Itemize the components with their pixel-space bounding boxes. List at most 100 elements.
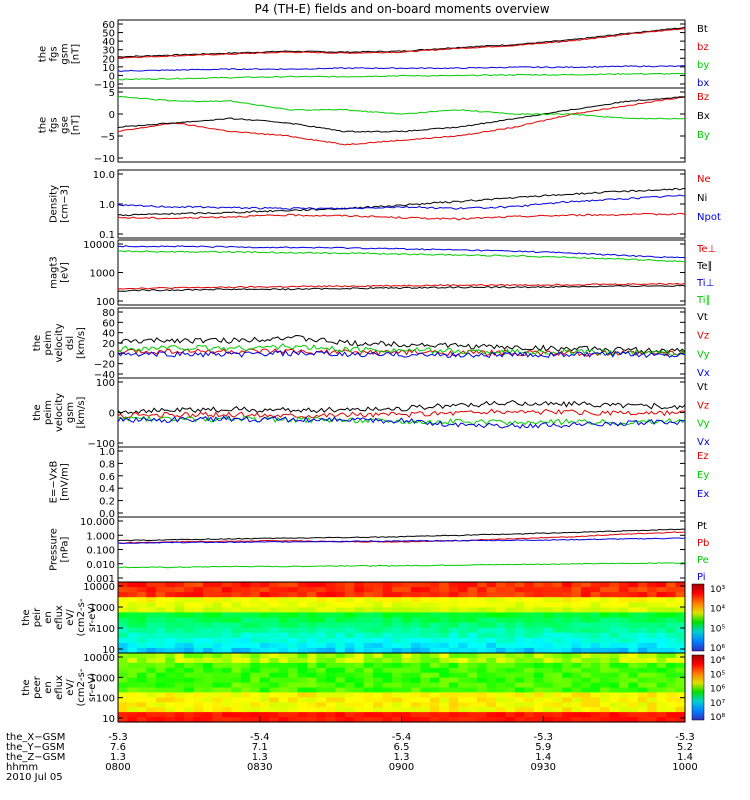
heatmap-cell: [325, 637, 336, 644]
heatmap-cell: [203, 607, 214, 614]
y-axis-label: peim: [43, 400, 54, 425]
y-tick-label: 1.0: [99, 200, 115, 211]
heatmap-cell: [467, 597, 478, 603]
heatmap-cell: [552, 677, 563, 684]
heatmap-cell: [259, 632, 270, 639]
heatmap-cell: [127, 637, 138, 644]
heatmap-cell: [240, 587, 251, 593]
heatmap-cell: [552, 582, 563, 588]
heatmap-cell: [514, 687, 525, 693]
heatmap-cell: [174, 627, 185, 634]
y-axis-label: Density: [49, 185, 60, 223]
heatmap-cell: [496, 637, 506, 644]
heatmap-cell: [496, 687, 506, 693]
heatmap-cell: [127, 687, 138, 693]
heatmap-cell: [533, 677, 544, 684]
heatmap-cell: [382, 697, 393, 703]
heatmap-cell: [618, 612, 629, 619]
heatmap-cell: [363, 657, 374, 664]
heatmap-cell: [439, 667, 450, 674]
heatmap-cell: [212, 647, 223, 654]
heatmap-cell: [467, 702, 478, 708]
heatmap-cell: [118, 642, 128, 649]
heatmap-cell: [496, 717, 506, 723]
heatmap-cell: [307, 662, 317, 669]
heatmap-cell: [297, 607, 308, 614]
heatmap-cell: [552, 653, 563, 659]
heatmap-cell: [675, 717, 686, 723]
y-axis-label: eV/: [65, 679, 76, 696]
heatmap-cell: [647, 592, 658, 598]
series-line-By: [117, 95, 686, 120]
heatmap-cell: [250, 672, 261, 679]
heatmap-cell: [666, 582, 677, 588]
heatmap-cell: [363, 637, 374, 644]
heatmap-cell: [193, 657, 204, 664]
heatmap-cell: [628, 597, 639, 603]
heatmap-cell: [212, 622, 223, 629]
series-line-Pi: [117, 537, 686, 544]
heatmap-cell: [155, 707, 166, 713]
heatmap-cell: [354, 687, 365, 693]
heatmap-cell: [505, 707, 516, 713]
heatmap-cell: [467, 587, 478, 593]
heatmap-cell: [316, 602, 327, 608]
heatmap-cell: [647, 582, 658, 588]
heatmap-cell: [666, 637, 677, 644]
heatmap-cell: [193, 637, 204, 644]
heatmap-cell: [174, 657, 185, 664]
heatmap-cell: [637, 692, 648, 698]
heatmap-cell: [590, 622, 601, 629]
heatmap-cell: [269, 612, 280, 619]
heatmap-cell: [259, 637, 270, 644]
heatmap-cell: [316, 582, 327, 588]
heatmap-cell: [552, 712, 563, 718]
heatmap-cell: [392, 707, 402, 713]
panel-frame: [117, 516, 686, 583]
heatmap-cell: [600, 607, 610, 614]
y-tick-label: 1.0: [99, 447, 115, 458]
heatmap-cell: [458, 692, 469, 698]
heatmap-cell: [410, 592, 421, 598]
heatmap-cell: [259, 617, 270, 624]
heatmap-cell: [146, 657, 157, 664]
heatmap-cell: [675, 602, 686, 608]
heatmap-cell: [524, 687, 535, 693]
heatmap-cell: [297, 653, 308, 659]
heatmap-cell: [496, 653, 506, 659]
heatmap-cell: [543, 667, 554, 674]
heatmap-cell: [118, 607, 128, 614]
heatmap-cell: [269, 637, 280, 644]
y-axis-label: [cm−3]: [60, 185, 71, 223]
heatmap-cell: [316, 653, 327, 659]
heatmap-cell: [467, 682, 478, 689]
heatmap-cell: [590, 582, 601, 588]
heatmap-cell: [373, 692, 384, 698]
heatmap-cell: [571, 597, 582, 603]
heatmap-cell: [174, 582, 185, 588]
heatmap-cell: [118, 612, 128, 619]
series-line-bz: [117, 28, 685, 59]
heatmap-cell: [203, 647, 214, 654]
heatmap-cell: [307, 602, 317, 608]
heatmap-cell: [221, 712, 232, 718]
heatmap-cell: [496, 622, 506, 629]
y-tick-label: 0.001: [86, 574, 115, 585]
heatmap-cell: [420, 682, 431, 689]
heatmap-cell: [543, 653, 554, 659]
heatmap-cell: [240, 682, 251, 689]
heatmap-cell: [221, 677, 232, 684]
heatmap-cell: [174, 692, 185, 698]
heatmap-cell: [590, 697, 601, 703]
heatmap-cell: [420, 617, 431, 624]
heatmap-cell: [184, 632, 195, 639]
x-tick-label: 1.3: [252, 752, 268, 763]
colorbar-tick-label: 10⁴: [710, 656, 725, 666]
heatmap-cell: [590, 592, 601, 598]
heatmap-cell: [212, 617, 223, 624]
heatmap-cell: [392, 627, 402, 634]
heatmap-cell: [231, 682, 242, 689]
heatmap-cell: [618, 592, 629, 598]
